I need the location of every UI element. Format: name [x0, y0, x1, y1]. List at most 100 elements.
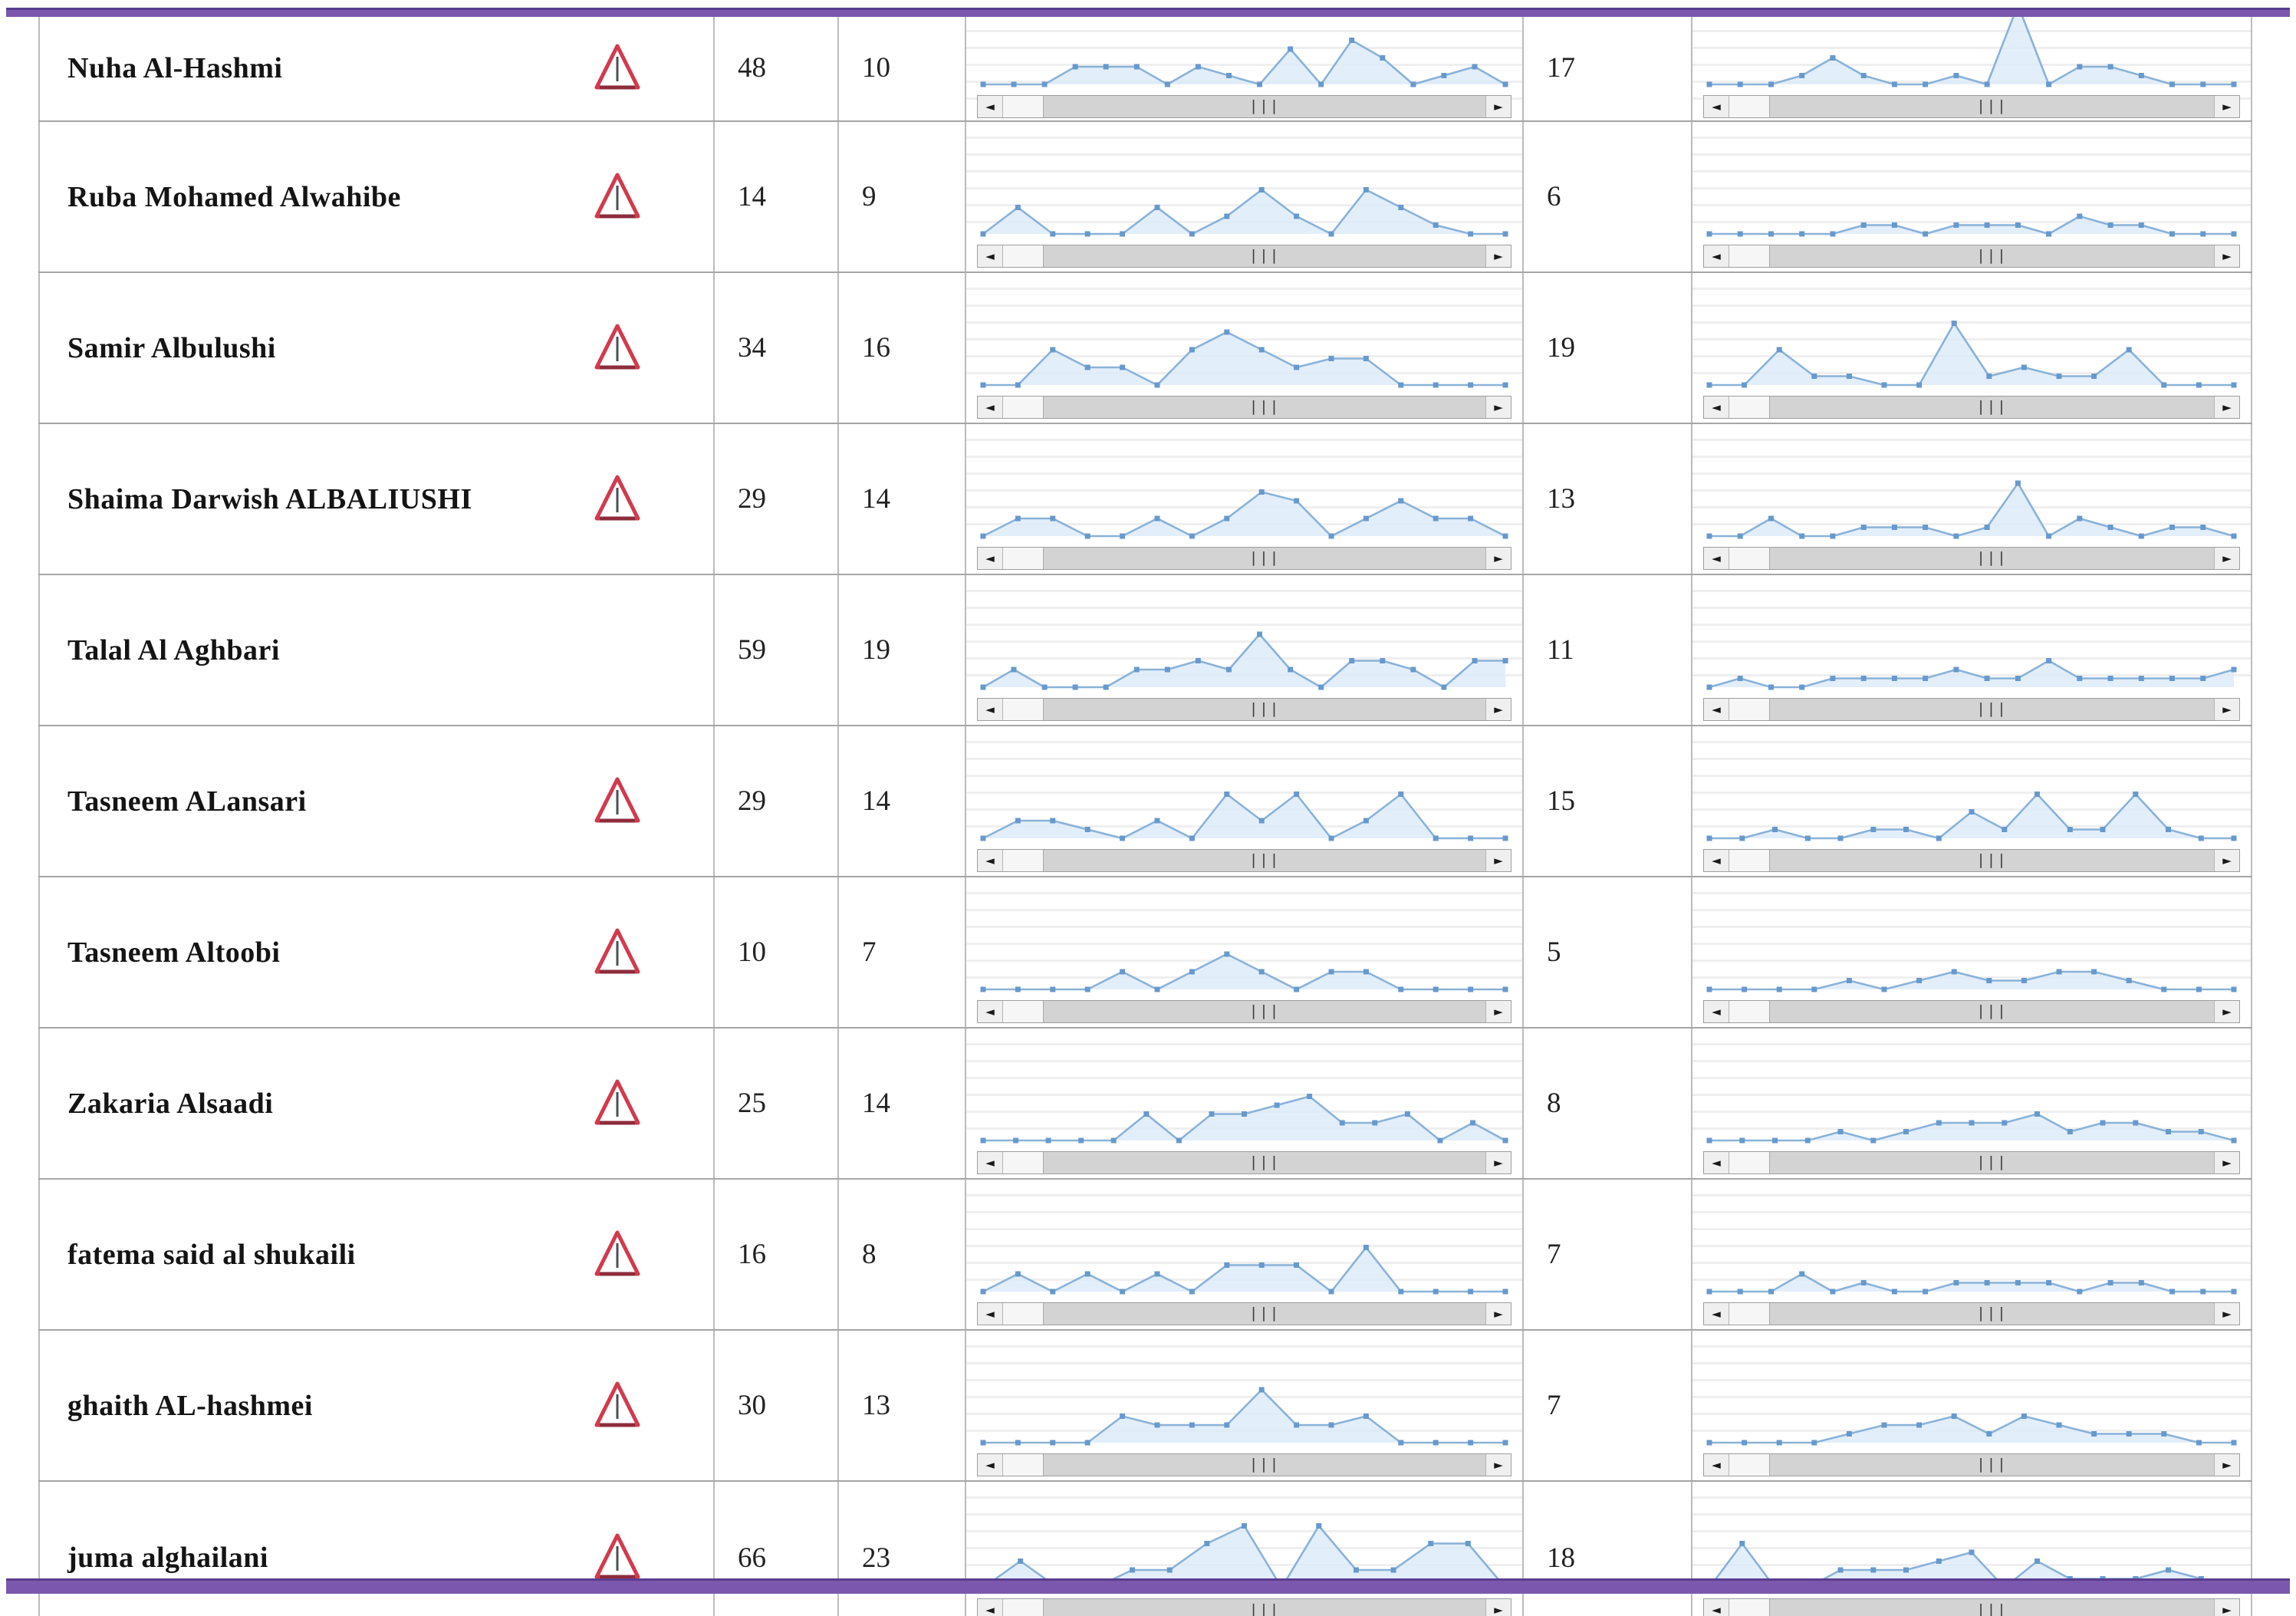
scroll-right-icon[interactable]: ►: [1485, 698, 1511, 720]
chart-scrollbar[interactable]: ◄ ||| ►: [977, 1302, 1511, 1325]
scroll-left-icon[interactable]: ◄: [1704, 1453, 1729, 1476]
scroll-left-icon[interactable]: ◄: [1704, 95, 1729, 117]
user-name-link[interactable]: Samir Albulushi: [67, 331, 276, 364]
scrollbar-thumb[interactable]: |||: [1043, 698, 1485, 720]
scroll-left-icon[interactable]: ◄: [978, 1599, 1003, 1616]
scrollbar-track[interactable]: |||: [1729, 698, 2214, 720]
scroll-right-icon[interactable]: ►: [2214, 1151, 2239, 1173]
scrollbar-track[interactable]: |||: [1729, 1151, 2214, 1173]
scrollbar-thumb[interactable]: |||: [1043, 95, 1485, 117]
scrollbar-thumb[interactable]: |||: [1043, 1151, 1485, 1173]
scroll-left-icon[interactable]: ◄: [978, 1151, 1003, 1173]
scroll-left-icon[interactable]: ◄: [978, 698, 1003, 720]
scroll-right-icon[interactable]: ►: [1485, 1000, 1511, 1022]
user-name-link[interactable]: fatema said al shukaili: [67, 1238, 356, 1271]
user-name-link[interactable]: Tasneem ALansari: [67, 785, 307, 818]
scrollbar-thumb[interactable]: |||: [1043, 849, 1485, 871]
scrollbar-track[interactable]: |||: [1729, 396, 2214, 418]
scroll-right-icon[interactable]: ►: [2214, 849, 2239, 871]
scroll-right-icon[interactable]: ►: [1485, 95, 1511, 117]
scroll-right-icon[interactable]: ►: [1485, 547, 1511, 569]
scrollbar-thumb[interactable]: |||: [1769, 1453, 2214, 1476]
scroll-left-icon[interactable]: ◄: [978, 396, 1003, 418]
scroll-left-icon[interactable]: ◄: [978, 95, 1003, 117]
scroll-left-icon[interactable]: ◄: [1704, 1000, 1729, 1022]
scroll-right-icon[interactable]: ►: [2214, 396, 2239, 418]
scroll-left-icon[interactable]: ◄: [1704, 1151, 1729, 1173]
scrollbar-track[interactable]: |||: [1729, 849, 2214, 871]
scroll-left-icon[interactable]: ◄: [978, 1000, 1003, 1022]
scroll-left-icon[interactable]: ◄: [1704, 849, 1729, 871]
scroll-left-icon[interactable]: ◄: [1704, 547, 1729, 569]
user-name-link[interactable]: Shaima Darwish ALBALIUSHI: [67, 482, 472, 515]
user-name-link[interactable]: Tasneem Altoobi: [67, 936, 281, 969]
scroll-left-icon[interactable]: ◄: [1704, 396, 1729, 418]
scrollbar-track[interactable]: |||: [1003, 95, 1485, 117]
scroll-right-icon[interactable]: ►: [1485, 1151, 1511, 1173]
scrollbar-thumb[interactable]: |||: [1769, 547, 2214, 569]
chart-scrollbar[interactable]: ◄ ||| ►: [977, 244, 1511, 268]
scroll-left-icon[interactable]: ◄: [978, 849, 1003, 871]
scroll-left-icon[interactable]: ◄: [978, 547, 1003, 569]
scroll-right-icon[interactable]: ►: [1485, 396, 1511, 418]
chart-scrollbar[interactable]: ◄ ||| ►: [1703, 848, 2240, 872]
scrollbar-track[interactable]: |||: [1729, 547, 2214, 569]
scrollbar-track[interactable]: |||: [1003, 1453, 1485, 1476]
chart-scrollbar[interactable]: ◄ ||| ►: [1703, 1150, 2240, 1174]
scrollbar-track[interactable]: |||: [1003, 245, 1485, 267]
user-name-link[interactable]: Talal Al Aghbari: [67, 634, 280, 666]
scroll-right-icon[interactable]: ►: [2214, 95, 2239, 117]
scrollbar-track[interactable]: |||: [1729, 1599, 2214, 1616]
scrollbar-track[interactable]: |||: [1003, 1000, 1485, 1022]
chart-scrollbar[interactable]: ◄ ||| ►: [1703, 244, 2240, 268]
scrollbar-thumb[interactable]: |||: [1769, 849, 2214, 871]
chart-scrollbar[interactable]: ◄ ||| ►: [977, 1453, 1511, 1476]
scroll-right-icon[interactable]: ►: [1485, 1302, 1511, 1325]
chart-scrollbar[interactable]: ◄ ||| ►: [977, 697, 1511, 721]
scrollbar-thumb[interactable]: |||: [1043, 1599, 1485, 1616]
scrollbar-track[interactable]: |||: [1729, 1302, 2214, 1325]
scroll-left-icon[interactable]: ◄: [978, 245, 1003, 267]
user-name-link[interactable]: Zakaria Alsaadi: [67, 1087, 274, 1120]
scrollbar-track[interactable]: |||: [1003, 547, 1485, 569]
scroll-right-icon[interactable]: ►: [1485, 1453, 1511, 1476]
scrollbar-track[interactable]: |||: [1003, 849, 1485, 871]
scrollbar-track[interactable]: |||: [1003, 1599, 1485, 1616]
user-name-link[interactable]: Ruba Mohamed Alwahibe: [67, 180, 401, 213]
scroll-right-icon[interactable]: ►: [2214, 1599, 2239, 1616]
scroll-right-icon[interactable]: ►: [2214, 547, 2239, 569]
user-name-link[interactable]: ghaith AL-hashmei: [67, 1389, 313, 1422]
user-name-link[interactable]: juma alghailani: [67, 1542, 268, 1574]
scrollbar-thumb[interactable]: |||: [1043, 396, 1485, 418]
scroll-right-icon[interactable]: ►: [2214, 1000, 2239, 1022]
chart-scrollbar[interactable]: ◄ ||| ►: [1703, 1453, 2240, 1476]
scrollbar-track[interactable]: |||: [1729, 1000, 2214, 1022]
scrollbar-thumb[interactable]: |||: [1769, 1000, 2214, 1022]
scrollbar-thumb[interactable]: |||: [1769, 245, 2214, 267]
user-name-link[interactable]: Nuha Al-Hashmi: [67, 51, 283, 84]
scrollbar-thumb[interactable]: |||: [1043, 245, 1485, 267]
scroll-right-icon[interactable]: ►: [2214, 698, 2239, 720]
scrollbar-thumb[interactable]: |||: [1043, 1302, 1485, 1325]
chart-scrollbar[interactable]: ◄ ||| ►: [977, 1150, 1511, 1174]
scrollbar-thumb[interactable]: |||: [1769, 698, 2214, 720]
chart-scrollbar[interactable]: ◄ ||| ►: [977, 94, 1511, 118]
scrollbar-track[interactable]: |||: [1003, 1151, 1485, 1173]
scrollbar-thumb[interactable]: |||: [1769, 1302, 2214, 1325]
scroll-right-icon[interactable]: ►: [1485, 849, 1511, 871]
scroll-left-icon[interactable]: ◄: [1704, 245, 1729, 267]
scrollbar-thumb[interactable]: |||: [1043, 1453, 1485, 1476]
scrollbar-thumb[interactable]: |||: [1769, 1599, 2214, 1616]
scroll-left-icon[interactable]: ◄: [1704, 1599, 1729, 1616]
chart-scrollbar[interactable]: ◄ ||| ►: [977, 1598, 1511, 1616]
scrollbar-thumb[interactable]: |||: [1769, 95, 2214, 117]
scroll-right-icon[interactable]: ►: [2214, 245, 2239, 267]
scroll-right-icon[interactable]: ►: [1485, 1599, 1511, 1616]
scrollbar-thumb[interactable]: |||: [1043, 1000, 1485, 1022]
chart-scrollbar[interactable]: ◄ ||| ►: [1703, 94, 2240, 118]
scrollbar-track[interactable]: |||: [1729, 95, 2214, 117]
scrollbar-thumb[interactable]: |||: [1043, 547, 1485, 569]
scrollbar-track[interactable]: |||: [1729, 245, 2214, 267]
chart-scrollbar[interactable]: ◄ ||| ►: [1703, 1598, 2240, 1616]
chart-scrollbar[interactable]: ◄ ||| ►: [977, 999, 1511, 1023]
